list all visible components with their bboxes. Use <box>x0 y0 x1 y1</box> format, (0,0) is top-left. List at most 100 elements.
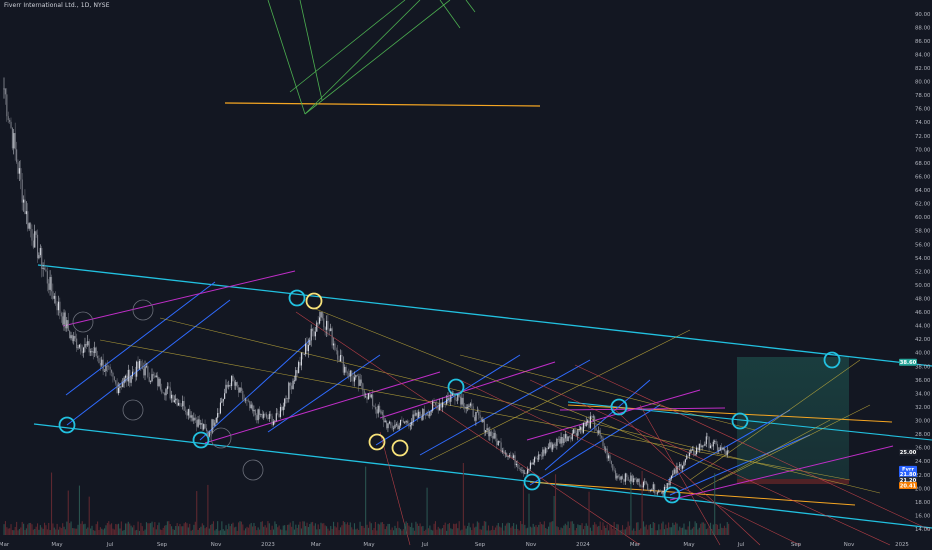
candle-body <box>538 454 540 460</box>
candle-body <box>566 434 568 442</box>
candle-body <box>714 440 716 442</box>
candle-body <box>352 375 354 382</box>
volume-bar <box>267 521 269 535</box>
channel-bottom-line[interactable] <box>33 423 932 529</box>
volume-bar <box>119 528 121 535</box>
volume-bar <box>348 525 350 535</box>
candle-body <box>141 365 143 369</box>
orange-upper-line[interactable] <box>567 404 893 423</box>
candle-body <box>698 443 700 451</box>
stop-loss-zone[interactable] <box>737 479 849 484</box>
y-tick-label: 60.00 <box>915 215 931 221</box>
volume-bar <box>672 522 674 535</box>
candle-body <box>71 335 74 342</box>
y-tick-label: 36.00 <box>915 378 931 384</box>
candle-body <box>444 403 446 405</box>
orange-lower-line[interactable] <box>529 481 856 506</box>
volume-bar <box>155 529 157 535</box>
volume-bar <box>388 523 390 535</box>
volume-bar <box>356 528 358 535</box>
volume-bar <box>296 527 298 535</box>
volume-bar <box>16 521 18 535</box>
volume-bar <box>60 528 62 535</box>
trendline-drawings[interactable] <box>33 0 932 546</box>
volume-bar <box>235 526 237 535</box>
volume-bar <box>447 524 449 535</box>
volume-bar <box>64 529 67 535</box>
volume-bar <box>384 529 386 535</box>
volume-bar <box>453 523 455 535</box>
volume-bar <box>87 527 89 535</box>
volume-bar <box>171 526 173 535</box>
candle-body <box>169 387 171 399</box>
pivot-circles[interactable] <box>58 289 841 504</box>
volume-bar <box>205 527 208 535</box>
blue-parallel-lines[interactable] <box>65 281 811 496</box>
volume-bar <box>522 483 524 535</box>
volume-bar <box>344 522 346 535</box>
candle-body <box>9 120 11 122</box>
volume-bar <box>291 526 293 535</box>
volume-bar <box>608 530 610 535</box>
time-axis[interactable]: Mar May Jul Sep Nov 2023 Mar May Jul Sep Nov 2024 Ma… <box>0 542 909 548</box>
orange-level-line[interactable] <box>224 102 541 107</box>
price-axis[interactable]: 14.00 16.00 18.00 20.00 22.00 24.00 26.00 28.00… <box>915 12 931 533</box>
candle-body <box>185 410 187 412</box>
candle-body <box>702 445 705 447</box>
candle-body <box>476 411 478 413</box>
volume-bar <box>189 523 191 535</box>
candle-body <box>198 419 201 425</box>
volume-bar <box>648 525 650 535</box>
green-fan-lines[interactable] <box>267 0 476 115</box>
candle-body <box>366 396 368 400</box>
volume-bar <box>360 525 363 535</box>
candle-body <box>691 449 693 450</box>
volume-bar <box>346 522 349 535</box>
candle-body <box>249 401 251 409</box>
volume-bar <box>63 526 65 535</box>
volume-bar <box>28 523 30 535</box>
volume-bar <box>328 530 330 535</box>
volume-bar <box>580 525 582 535</box>
candle-body <box>441 402 443 408</box>
yellow-fan-lines[interactable] <box>99 307 881 494</box>
candle-body <box>465 407 467 409</box>
candle-body <box>117 388 120 394</box>
volume-bar <box>676 523 678 535</box>
volume-bar <box>10 524 12 535</box>
candle-body <box>91 351 93 352</box>
magenta-lines[interactable] <box>62 270 894 501</box>
candle-body <box>306 343 308 352</box>
volume-bar <box>504 525 506 535</box>
candle-body <box>348 373 350 377</box>
volume-bar <box>363 527 365 535</box>
candle-body <box>155 375 157 378</box>
candle-body <box>291 385 293 390</box>
candle-body <box>633 478 635 483</box>
volume-bar <box>281 529 283 535</box>
candle-body <box>556 438 558 446</box>
volume-bar <box>289 522 291 535</box>
y-tick-label: 84.00 <box>915 52 931 58</box>
candle-body <box>215 417 217 423</box>
candle-body <box>489 431 491 437</box>
red-fan-lines[interactable] <box>295 311 931 546</box>
volume-bar <box>185 522 187 535</box>
volume-bar <box>81 521 83 535</box>
channel-top-line[interactable] <box>37 264 932 367</box>
candle-body <box>486 428 488 431</box>
candle-body <box>522 469 524 474</box>
gray-circles[interactable] <box>72 299 264 481</box>
volume-bar <box>440 529 442 535</box>
candle-body <box>63 312 65 325</box>
volume-bar <box>306 522 308 535</box>
candle-body <box>313 331 315 337</box>
volume-bar <box>393 530 395 535</box>
candle-body <box>443 402 445 404</box>
candle-body <box>158 378 160 387</box>
candle-body <box>10 121 12 128</box>
volume-bar <box>305 526 307 535</box>
candle-body <box>567 436 569 442</box>
